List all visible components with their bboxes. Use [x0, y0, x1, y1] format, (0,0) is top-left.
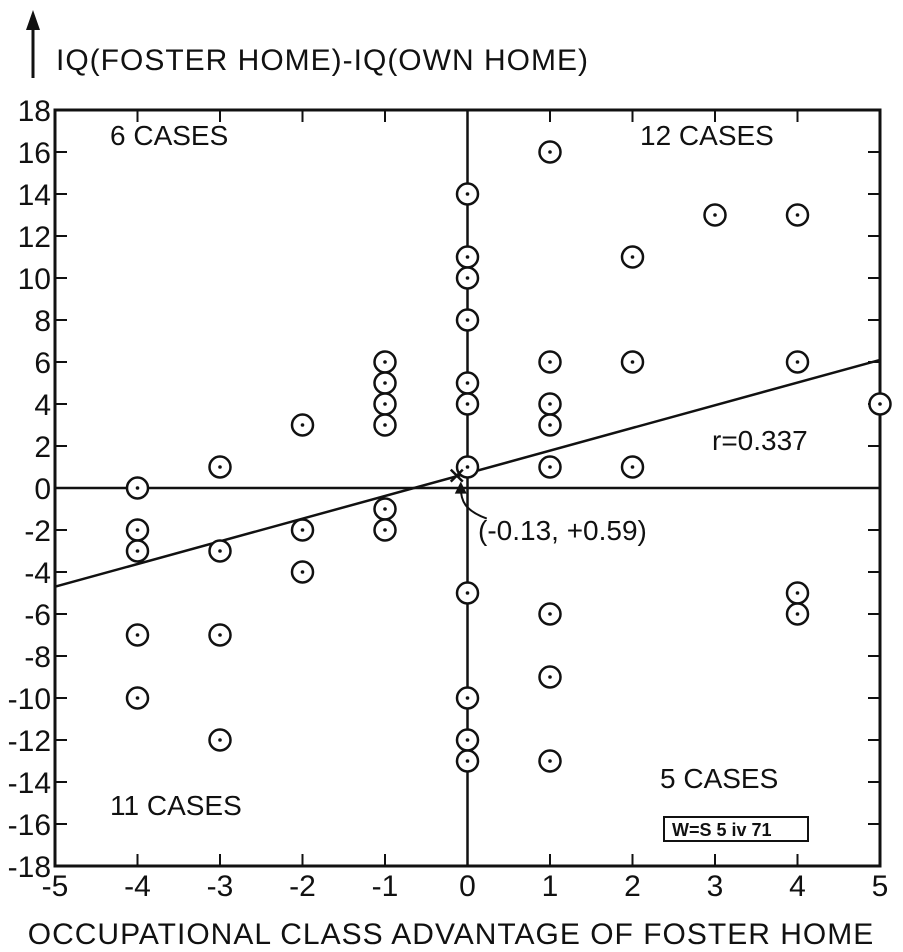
chart-title: IQ(FOSTER HOME)-IQ(OWN HOME) [56, 44, 589, 77]
mean-cross [449, 468, 464, 483]
y-tick-label: -2 [24, 515, 51, 548]
data-point [373, 518, 397, 542]
data-point [208, 455, 232, 479]
data-point [785, 350, 810, 374]
x-tick-label: 2 [624, 870, 641, 903]
y-tick-label: 0 [34, 473, 51, 506]
y-tick-label: -18 [8, 851, 51, 884]
x-tick-label: -3 [207, 870, 234, 903]
y-tick-label: 4 [34, 389, 51, 422]
x-tick-label: -4 [124, 870, 151, 903]
y-tick-label: -16 [8, 809, 51, 842]
x-tick-label: 1 [542, 870, 559, 903]
y-tick-label: 10 [18, 263, 51, 296]
data-point [373, 413, 397, 437]
data-point [125, 686, 150, 710]
x-tick-label: -1 [372, 870, 399, 903]
y-tick-label: 6 [34, 347, 51, 380]
data-point [373, 371, 397, 395]
data-point [455, 371, 480, 395]
data-point [455, 455, 480, 479]
data-point [785, 602, 810, 626]
data-point [290, 413, 315, 437]
y-tick-label: -10 [8, 683, 51, 716]
data-point [125, 539, 150, 563]
data-point [208, 539, 232, 563]
data-point [538, 602, 562, 626]
y-tick-label: 12 [18, 221, 51, 254]
data-point [455, 245, 480, 269]
y-tick-label: 8 [34, 305, 51, 338]
y-tick-label: 16 [18, 137, 51, 170]
stamp-box: W=S 5 iv 71 [663, 816, 809, 842]
mean-leader-arrow-icon [454, 481, 467, 494]
data-point [538, 392, 562, 416]
data-point [785, 203, 810, 227]
data-point [455, 581, 480, 605]
data-point [620, 350, 645, 374]
data-point [703, 203, 727, 227]
x-tick-label: 0 [459, 870, 476, 903]
quadrant-bottom-left-count: 11 CASES [110, 790, 242, 821]
x-tick-label: 4 [789, 870, 806, 903]
data-points [125, 140, 892, 773]
x-axis-label: OCCUPATIONAL CLASS ADVANTAGE OF FOSTER H… [28, 918, 874, 951]
x-tick-label: 3 [707, 870, 724, 903]
data-point [455, 308, 480, 332]
mean-point-label: (-0.13, +0.59) [478, 515, 647, 546]
data-point [538, 140, 562, 164]
stamp-text: W=S 5 iv 71 [672, 820, 772, 840]
quadrant-top-right-count: 12 CASES [640, 120, 774, 151]
data-point [290, 560, 315, 584]
data-point [538, 413, 562, 437]
y-tick-label: 14 [18, 179, 51, 212]
y-tick-label: -12 [8, 725, 51, 758]
data-point [620, 245, 645, 269]
data-point [208, 623, 232, 647]
data-point [455, 686, 480, 710]
data-point [290, 518, 315, 542]
quadrant-top-left-count: 6 CASES [110, 120, 228, 151]
data-point [538, 749, 562, 773]
data-point [538, 665, 562, 689]
title-arrow-icon [26, 10, 40, 78]
data-point [455, 728, 480, 752]
x-tick-label: 5 [872, 870, 889, 903]
data-point [538, 455, 562, 479]
data-point [538, 350, 562, 374]
data-point [125, 623, 150, 647]
y-tick-label: 2 [34, 431, 51, 464]
data-point [373, 350, 397, 374]
y-tick-label: -4 [24, 557, 51, 590]
correlation-label: r=0.337 [712, 425, 808, 456]
y-tick-label: 18 [18, 95, 51, 128]
data-point [373, 392, 397, 416]
data-point [868, 392, 892, 416]
quadrant-bottom-right-count: 5 CASES [660, 763, 778, 794]
y-tick-label: -6 [24, 599, 51, 632]
data-point [785, 581, 810, 605]
x-tick-label: -2 [289, 870, 316, 903]
data-point [455, 392, 480, 416]
data-point [208, 728, 232, 752]
mean-point-marker [449, 468, 488, 520]
data-point [125, 518, 150, 542]
data-point [125, 476, 150, 500]
x-tick-label: -5 [42, 870, 69, 903]
data-point [373, 497, 397, 521]
data-point [455, 266, 480, 290]
ticks: -5 -4 -3 -2 -1 0 1 2 3 4 5181614121086420-2-4-6-8-… [8, 95, 889, 903]
data-point [620, 455, 645, 479]
data-point [455, 749, 480, 773]
data-point [455, 182, 480, 206]
y-tick-label: -14 [8, 767, 51, 800]
y-tick-label: -8 [24, 641, 51, 674]
